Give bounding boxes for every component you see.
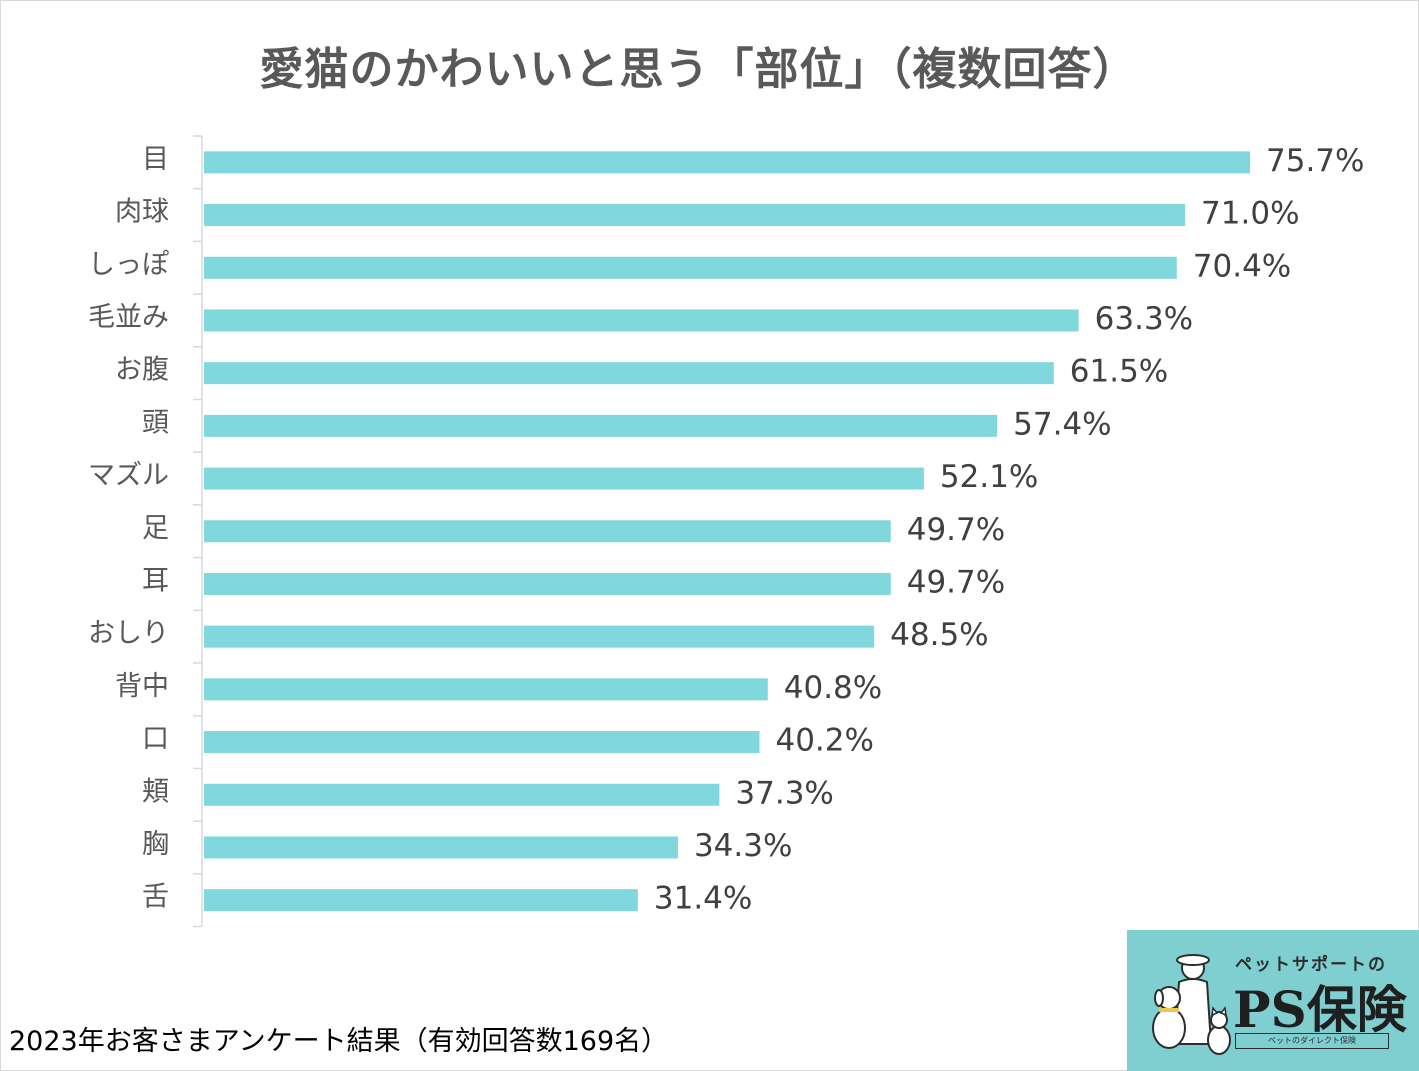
data-label-15: 31.4% bbox=[654, 881, 752, 917]
category-label-8: 足 bbox=[142, 513, 169, 544]
bar-5 bbox=[204, 362, 1054, 385]
bar-6 bbox=[204, 414, 998, 437]
logo-tagline: ペットサポートの bbox=[1235, 955, 1387, 975]
category-label-9: 耳 bbox=[142, 565, 169, 596]
logo-subtitle: ペットのダイレクト保険 bbox=[1235, 1033, 1389, 1049]
bar-2 bbox=[204, 204, 1186, 227]
category-label-11: 背中 bbox=[115, 671, 169, 702]
category-label-7: マズル bbox=[88, 460, 169, 491]
data-label-6: 57.4% bbox=[1013, 406, 1111, 442]
data-label-13: 37.3% bbox=[735, 775, 833, 811]
category-label-3: しっぽ bbox=[88, 249, 169, 280]
ps-insurance-logo[interactable]: ペットサポートの PS保険 ペットのダイレクト保険 bbox=[1127, 930, 1419, 1071]
bar-13 bbox=[204, 783, 720, 806]
bar-12 bbox=[204, 731, 760, 754]
category-label-1: 目 bbox=[142, 144, 169, 175]
bar-3 bbox=[204, 256, 1177, 279]
data-label-12: 40.2% bbox=[775, 723, 873, 759]
data-label-11: 40.8% bbox=[784, 670, 882, 706]
data-label-7: 52.1% bbox=[940, 459, 1038, 495]
chart-title: 愛猫のかわいいと思う「部位」（複数回答） bbox=[259, 44, 1138, 95]
bar-4 bbox=[204, 309, 1079, 332]
data-label-2: 71.0% bbox=[1201, 196, 1299, 232]
category-label-6: 頭 bbox=[142, 407, 169, 438]
dog-cat-owner-icon bbox=[1152, 954, 1231, 1055]
data-label-3: 70.4% bbox=[1193, 248, 1291, 284]
bar-15 bbox=[204, 889, 638, 912]
category-label-5: お腹 bbox=[115, 355, 169, 386]
data-label-8: 49.7% bbox=[907, 512, 1005, 548]
bar-10 bbox=[204, 625, 875, 648]
category-label-12: 口 bbox=[142, 724, 169, 755]
data-label-5: 61.5% bbox=[1070, 354, 1168, 390]
survey-footnote: 2023年お客さまアンケート結果（有効回答数169名） bbox=[9, 1026, 669, 1057]
bar-11 bbox=[204, 678, 768, 701]
category-label-15: 舌 bbox=[142, 882, 169, 913]
bar-7 bbox=[204, 467, 924, 490]
data-label-1: 75.7% bbox=[1266, 143, 1364, 179]
category-label-10: おしり bbox=[88, 618, 169, 649]
data-label-4: 63.3% bbox=[1095, 301, 1193, 337]
category-label-4: 毛並み bbox=[88, 302, 169, 333]
category-label-14: 胸 bbox=[142, 829, 169, 860]
data-label-10: 48.5% bbox=[890, 617, 988, 653]
data-label-14: 34.3% bbox=[694, 828, 792, 864]
bar-14 bbox=[204, 836, 678, 859]
bar-1 bbox=[204, 151, 1250, 174]
data-label-9: 49.7% bbox=[907, 564, 1005, 600]
category-label-13: 頬 bbox=[142, 776, 169, 807]
bar-8 bbox=[204, 520, 891, 543]
bar-9 bbox=[204, 572, 891, 595]
logo-brand-name: PS保険 bbox=[1233, 980, 1407, 1039]
category-label-2: 肉球 bbox=[115, 197, 169, 228]
